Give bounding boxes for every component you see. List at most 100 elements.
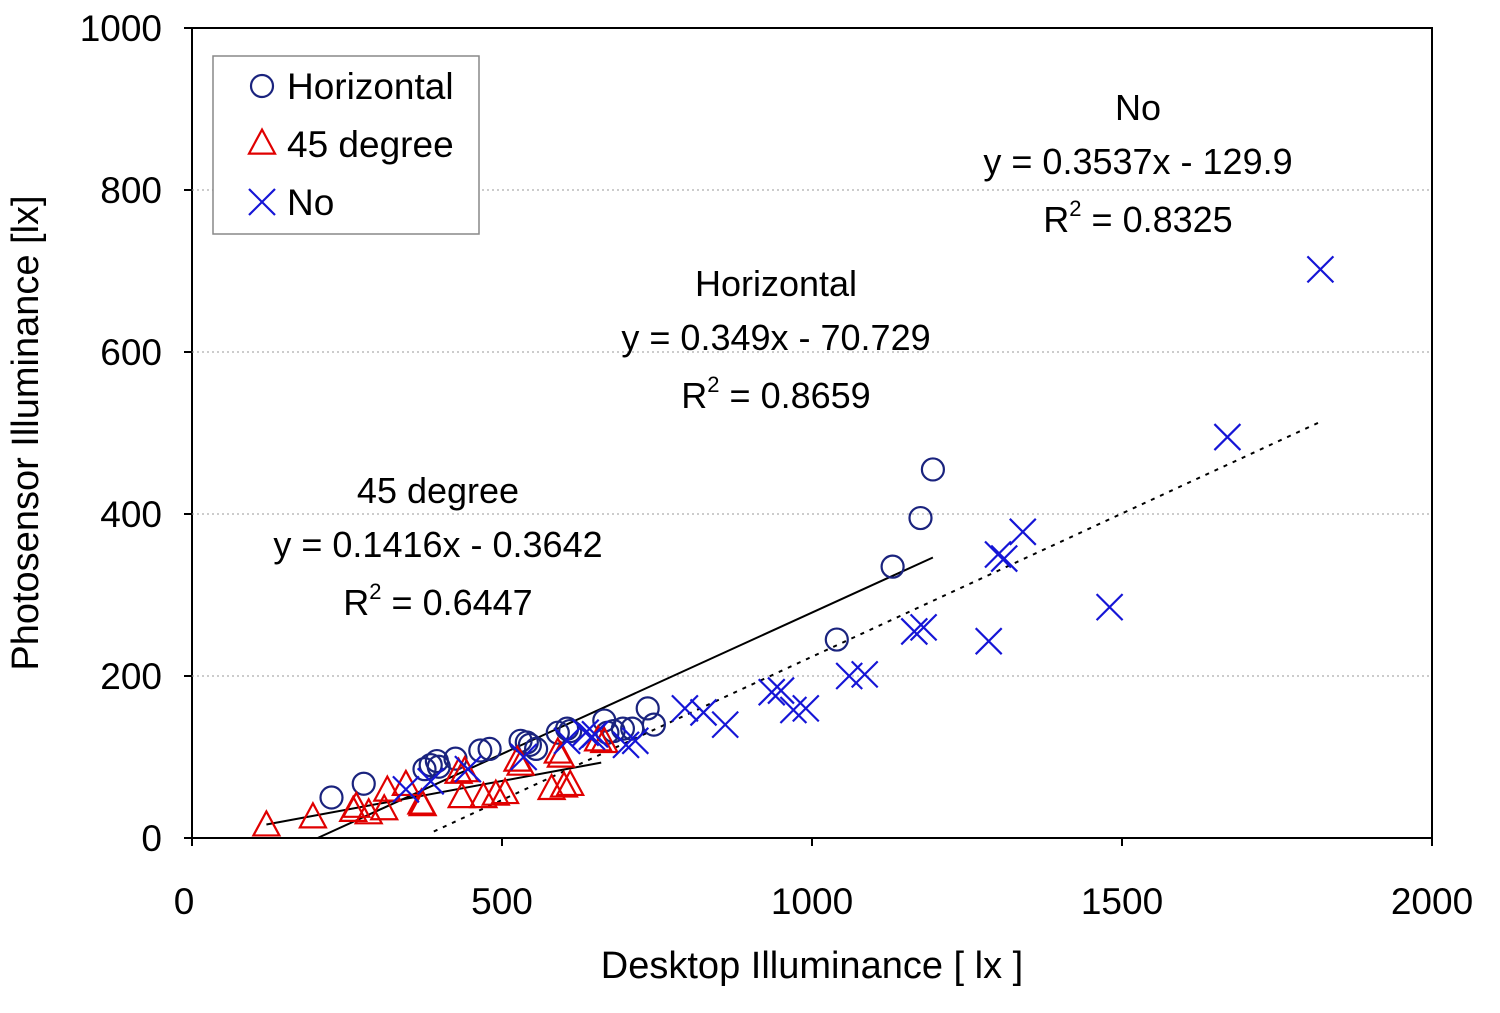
x-tick-label: 1500 <box>1081 881 1163 922</box>
data-point <box>546 740 576 768</box>
data-point <box>536 772 567 801</box>
data-point <box>757 678 786 706</box>
legend-label: No <box>287 182 334 223</box>
data-point <box>523 736 549 762</box>
data-point <box>549 770 579 798</box>
data-point <box>908 505 933 531</box>
data-point <box>909 613 938 642</box>
data-point <box>792 694 820 723</box>
legend: Horizontal 45 degree No <box>212 55 480 235</box>
data-point <box>779 696 808 724</box>
data-point <box>468 738 493 763</box>
data-point <box>984 540 1012 569</box>
data-point <box>446 780 477 809</box>
data-point <box>824 627 849 652</box>
data-point <box>341 790 372 818</box>
legend-box <box>212 55 480 235</box>
data-point <box>1213 423 1242 451</box>
data-point <box>369 792 400 821</box>
data-point <box>558 718 583 744</box>
data-point <box>477 736 502 762</box>
data-point <box>711 710 739 739</box>
data-point <box>412 757 437 782</box>
data-point <box>555 768 586 797</box>
y-tick-label: 600 <box>100 332 162 373</box>
y-tick-label: 200 <box>100 656 162 697</box>
y-tick-label: 400 <box>100 494 162 535</box>
x-tick-label: 1000 <box>771 881 853 922</box>
data-point <box>1095 593 1124 621</box>
data-point <box>900 617 929 646</box>
data-points <box>251 255 1335 837</box>
data-point <box>392 775 420 804</box>
legend-label: 45 degree <box>287 124 454 165</box>
annotation-title: Horizontal <box>695 263 857 304</box>
data-point <box>641 712 667 737</box>
data-point <box>990 544 1018 573</box>
data-point <box>372 774 403 802</box>
x-axis-title: Desktop Illuminance [ lx ] <box>601 945 1023 987</box>
data-point <box>351 771 376 796</box>
annotation-equation: y = 0.3537x - 129.9 <box>983 141 1292 182</box>
series-x <box>392 255 1335 804</box>
x-tick-label: 0 <box>174 881 195 922</box>
y-axis-title: Photosensor Illuminance [lx] <box>5 195 47 670</box>
data-point <box>974 627 1003 655</box>
data-point <box>251 809 282 837</box>
data-point <box>407 788 438 817</box>
data-point <box>416 767 445 796</box>
data-point <box>581 720 609 749</box>
trendline-annotations: Horizontal y = 0.349x - 70.729 R2 = 0.8659… <box>273 87 1292 623</box>
annotation-equation: y = 0.349x - 70.729 <box>621 317 930 358</box>
data-point <box>468 780 499 809</box>
x-tick-label: 2000 <box>1391 881 1473 922</box>
data-point <box>920 457 946 482</box>
data-point <box>610 716 636 741</box>
annotation-r2: R2 = 0.8659 <box>681 372 870 416</box>
axis-ticks: 0 200 400 600 800 1000 0 500 1000 1500 2000 <box>80 8 1473 922</box>
y-tick-label: 0 <box>141 818 162 859</box>
annotation-equation: y = 0.1416x - 0.3642 <box>273 524 602 565</box>
data-point <box>505 748 536 776</box>
data-point <box>319 785 344 810</box>
data-point <box>689 698 718 727</box>
legend-label: Horizontal <box>287 66 454 107</box>
trendline-x <box>433 420 1321 833</box>
data-point <box>454 755 482 783</box>
data-point <box>509 743 538 771</box>
data-point <box>612 731 640 759</box>
y-tick-label: 1000 <box>80 8 162 49</box>
data-point <box>553 727 581 755</box>
data-point <box>880 554 905 579</box>
data-point <box>850 660 879 689</box>
annotation-triangle: 45 degree y = 0.1416x - 0.3642 R2 = 0.6447 <box>273 470 602 623</box>
data-point <box>1306 255 1335 284</box>
annotation-r2: R2 = 0.8325 <box>1043 196 1232 240</box>
data-point <box>635 696 660 721</box>
annotation-circle: Horizontal y = 0.349x - 70.729 R2 = 0.8659 <box>621 263 930 416</box>
x-tick-label: 500 <box>471 881 533 922</box>
annotation-title: 45 degree <box>357 470 519 511</box>
data-point <box>589 725 620 754</box>
annotation-x: No y = 0.3537x - 129.9 R2 = 0.8325 <box>983 87 1292 240</box>
data-point <box>671 694 699 723</box>
data-point <box>449 754 480 783</box>
data-point <box>298 801 328 829</box>
data-point <box>1009 518 1037 546</box>
data-point <box>621 727 650 755</box>
data-point <box>490 776 520 805</box>
legend-marker-circle <box>249 73 275 99</box>
data-point <box>767 676 795 705</box>
annotation-r2: R2 = 0.6447 <box>343 579 532 623</box>
annotation-title: No <box>1115 87 1161 128</box>
trendline-triangle <box>266 761 602 826</box>
data-point <box>517 732 543 757</box>
data-point <box>480 778 511 806</box>
data-point <box>418 752 443 778</box>
series-circle <box>319 457 946 810</box>
legend-marker-triangle <box>247 127 277 155</box>
data-point <box>571 718 600 747</box>
y-tick-label: 800 <box>100 170 162 211</box>
legend-marker-x <box>248 188 276 216</box>
